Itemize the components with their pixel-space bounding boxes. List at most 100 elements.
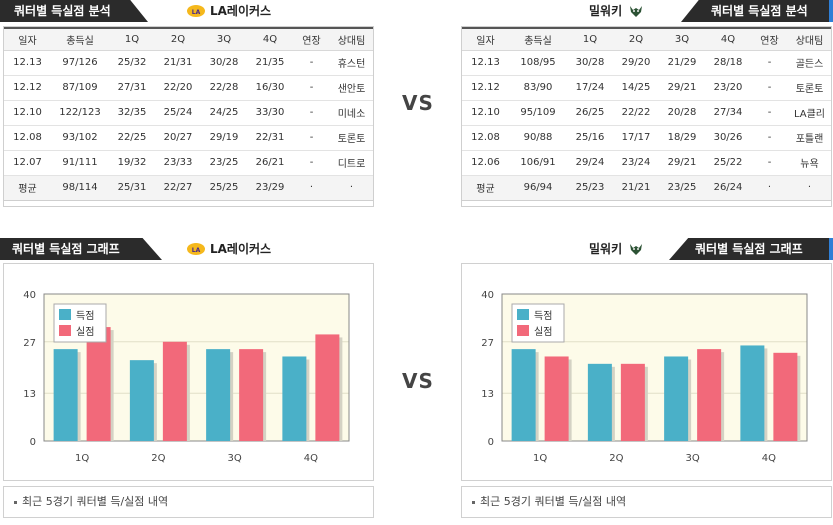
lakers-logo-icon: LA bbox=[187, 5, 205, 17]
average-row: 평균 98/114 25/31 22/27 25/25 23/29 · · bbox=[4, 175, 373, 201]
table-cell: 23/33 bbox=[155, 150, 201, 176]
table-cell: 33/30 bbox=[247, 100, 293, 126]
table-cell: 23/25 bbox=[201, 150, 247, 176]
bar-scored bbox=[587, 363, 612, 441]
right-chart-panel: 쿼터별 득실점 그래프 밀워키 0 13 27 40 1Q 2Q 3Q 4Q 득점 실점 최근 5… bbox=[461, 238, 833, 525]
panel-header-title: 쿼터별 득실점 그래프 bbox=[0, 238, 162, 260]
svg-text:LA: LA bbox=[192, 247, 201, 254]
y-tick-label: 27 bbox=[23, 338, 36, 349]
x-tick-label: 2Q bbox=[609, 453, 623, 464]
table-cell: 21/31 bbox=[155, 50, 201, 76]
average-cell: 21/21 bbox=[613, 175, 659, 201]
average-cell: 26/24 bbox=[705, 175, 751, 201]
bar-scored bbox=[129, 360, 154, 441]
bullet-dot bbox=[14, 501, 17, 504]
header-accent bbox=[829, 0, 833, 22]
bar-scored bbox=[53, 349, 78, 441]
table-cell: 22/25 bbox=[109, 125, 155, 151]
x-tick-label: 1Q bbox=[75, 453, 89, 464]
table-cell: 21/35 bbox=[247, 50, 293, 76]
team-name-label: 밀워키 bbox=[589, 242, 623, 256]
table-row: 12.10 95/109 26/25 22/22 20/28 27/34- LA클리 bbox=[462, 100, 831, 126]
average-cell: 23/25 bbox=[659, 175, 705, 201]
table-cell: - bbox=[751, 50, 788, 76]
table-cell: 22/20 bbox=[155, 75, 201, 101]
bar-allowed bbox=[697, 349, 722, 441]
legend-swatch bbox=[59, 309, 71, 320]
y-tick-label: 13 bbox=[23, 389, 36, 400]
table-cell: 29/21 bbox=[659, 150, 705, 176]
average-cell: 25/25 bbox=[201, 175, 247, 201]
table-row: 12.13 108/95 30/28 29/20 21/29 28/18- 골든스 bbox=[462, 50, 831, 76]
x-tick-label: 4Q bbox=[304, 453, 318, 464]
table-cell: 83/90 bbox=[509, 75, 567, 101]
table-cell: 26/21 bbox=[247, 150, 293, 176]
table-cell: 12.13 bbox=[462, 50, 509, 76]
bar-scored bbox=[740, 345, 765, 441]
table-cell: 27/34 bbox=[705, 100, 751, 126]
svg-text:LA: LA bbox=[192, 9, 201, 16]
table-cell: 20/27 bbox=[155, 125, 201, 151]
chart-note-text: 최근 5경기 쿼터별 득/실점 내역 bbox=[22, 495, 169, 508]
team-name-label: 밀워키 bbox=[589, 4, 623, 18]
chart-note: 최근 5경기 쿼터별 득/실점 내역 bbox=[461, 486, 832, 518]
table-cell: 28/18 bbox=[705, 50, 751, 76]
table-cell: 12.12 bbox=[462, 75, 509, 101]
table-cell: 29/20 bbox=[613, 50, 659, 76]
vs-label-top: VS bbox=[402, 91, 434, 115]
right-analysis-panel: 쿼터별 득실점 분석 밀워키 일자 총득실 1Q 2Q 3Q 4Q 연장 상대팀 12.13 1… bbox=[461, 0, 833, 207]
average-cell: · bbox=[788, 175, 831, 201]
header-accent bbox=[829, 238, 833, 260]
average-cell: 22/27 bbox=[155, 175, 201, 201]
column-header: 총득실 bbox=[51, 27, 109, 51]
table-cell: 22/28 bbox=[201, 75, 247, 101]
legend-swatch bbox=[517, 309, 529, 320]
table-cell: - bbox=[293, 50, 330, 76]
column-header: 4Q bbox=[705, 27, 751, 51]
column-header: 2Q bbox=[155, 27, 201, 51]
table-cell: 12.08 bbox=[4, 125, 51, 151]
bar-scored bbox=[511, 349, 536, 441]
table-row: 12.07 91/111 19/32 23/33 23/25 26/21- 디트로 bbox=[4, 150, 373, 176]
plot-border bbox=[43, 293, 350, 442]
table-cell: 106/91 bbox=[509, 150, 567, 176]
table-cell: 12.10 bbox=[4, 100, 51, 126]
table-cell: 19/32 bbox=[109, 150, 155, 176]
x-tick-label: 3Q bbox=[228, 453, 242, 464]
team-name-label: LA레이커스 bbox=[210, 242, 272, 256]
column-header: 연장 bbox=[293, 27, 330, 51]
table-cell: 25/32 bbox=[109, 50, 155, 76]
bar-allowed bbox=[544, 356, 569, 441]
bar-scored bbox=[206, 349, 231, 441]
bucks-logo-icon bbox=[630, 244, 643, 255]
table-cell: 27/31 bbox=[109, 75, 155, 101]
table-row: 12.08 90/88 25/16 17/17 18/29 30/26- 포틀랜 bbox=[462, 125, 831, 151]
table-cell: 91/111 bbox=[51, 150, 109, 176]
table-cell: 24/25 bbox=[201, 100, 247, 126]
table-cell: 디트로 bbox=[330, 150, 373, 176]
legend-swatch bbox=[59, 325, 71, 336]
table-cell: 18/29 bbox=[659, 125, 705, 151]
table-cell: 23/20 bbox=[705, 75, 751, 101]
y-tick-label: 40 bbox=[23, 290, 36, 301]
table-cell: 29/19 bbox=[201, 125, 247, 151]
table-row: 12.08 93/102 22/25 20/27 29/19 22/31- 토론토 bbox=[4, 125, 373, 151]
table-row: 12.12 83/90 17/24 14/25 29/21 23/20- 토론토 bbox=[462, 75, 831, 101]
bar-scored bbox=[664, 356, 689, 441]
table-cell: 휴스턴 bbox=[330, 50, 373, 76]
table-cell: 17/17 bbox=[613, 125, 659, 151]
bar-allowed bbox=[620, 363, 645, 441]
table-cell: - bbox=[751, 100, 788, 126]
average-cell: · bbox=[330, 175, 373, 201]
column-header: 총득실 bbox=[509, 27, 567, 51]
plot-border bbox=[501, 293, 808, 442]
x-tick-label: 1Q bbox=[533, 453, 547, 464]
table-cell: 23/24 bbox=[613, 150, 659, 176]
x-tick-label: 3Q bbox=[686, 453, 700, 464]
table-frame bbox=[461, 26, 832, 207]
table-cell: 29/24 bbox=[567, 150, 613, 176]
bucks-logo-icon bbox=[630, 6, 643, 17]
table-cell: 93/102 bbox=[51, 125, 109, 151]
